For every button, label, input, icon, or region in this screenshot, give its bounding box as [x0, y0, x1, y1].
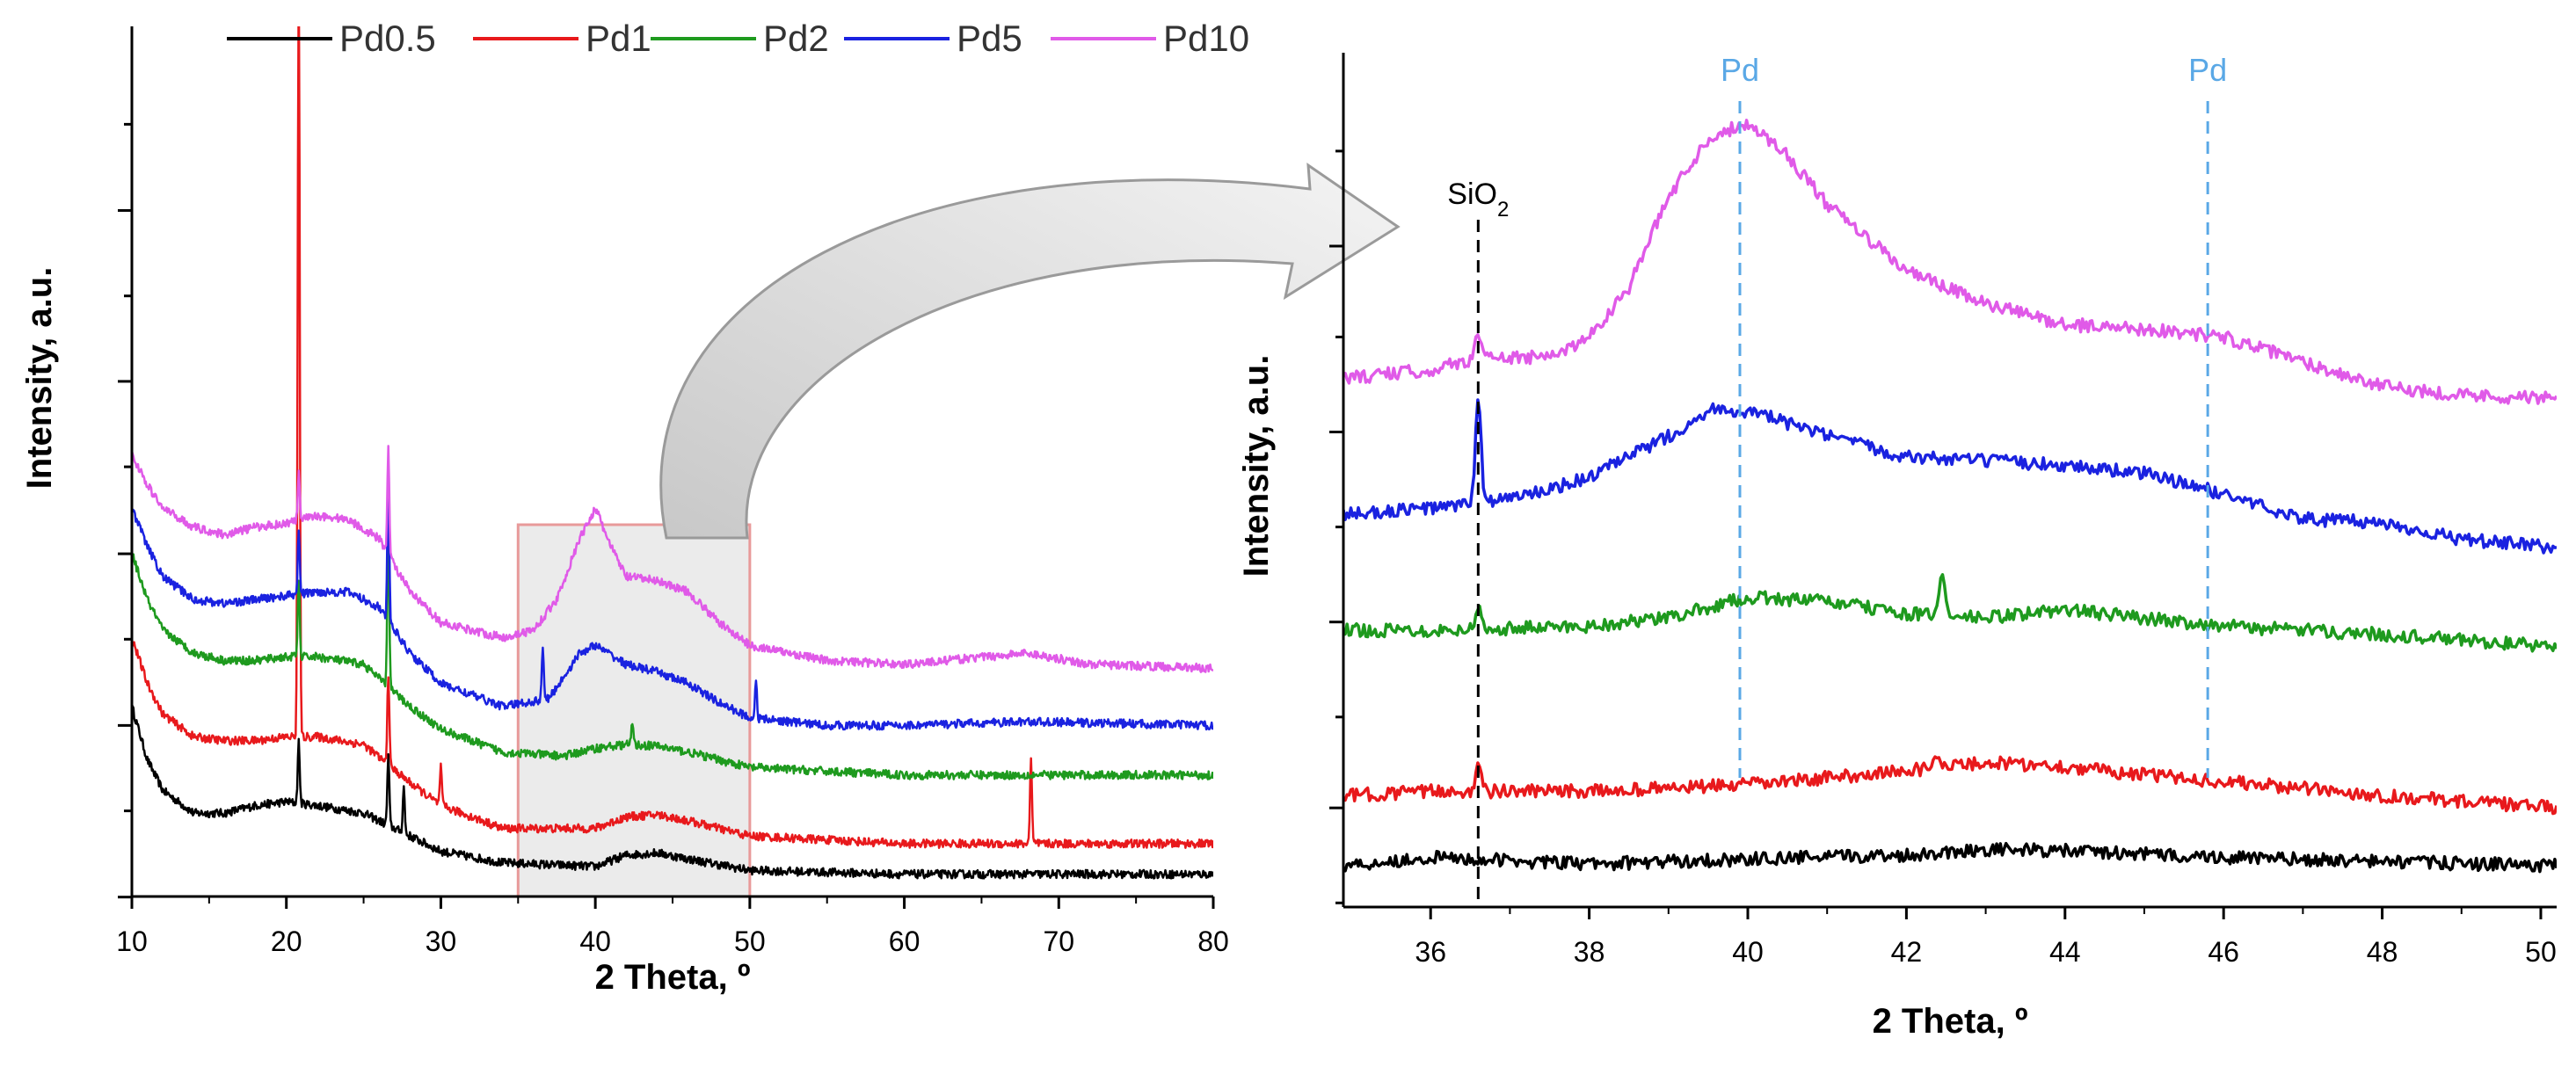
right-x-tick-label: 38 — [1574, 936, 1605, 968]
left-series-pd1 — [132, 26, 1213, 849]
left-x-tick-label: 70 — [1043, 925, 1074, 957]
zoom-arrow — [659, 162, 1401, 540]
left-series-pd10 — [132, 445, 1213, 673]
right-y-ticks — [1329, 149, 1343, 904]
right-x-ticks: 36 38 40 42 44 46 48 50 — [1415, 907, 2557, 968]
left-x-ticks: 10 20 30 40 50 60 70 80 — [116, 896, 1229, 957]
legend-label: Pd1 — [586, 18, 651, 59]
left-y-ticks — [118, 122, 132, 899]
left-y-axis-label: Intensity, a.u. — [20, 267, 59, 490]
left-x-axis-label: 2 Theta, º — [595, 958, 751, 997]
legend-label: Pd2 — [763, 18, 829, 59]
legend-label: Pd5 — [957, 18, 1022, 59]
legend-label: Pd0.5 — [339, 18, 436, 59]
right-x-tick-label: 40 — [1732, 936, 1764, 968]
right-x-tick-label: 42 — [1891, 936, 1923, 968]
right-x-tick-label: 50 — [2525, 936, 2557, 968]
right-series-pd1 — [1343, 755, 2557, 816]
right-x-tick-label: 46 — [2208, 936, 2239, 968]
right-series-pd2 — [1343, 573, 2557, 653]
left-panel — [132, 26, 1213, 880]
pd-label: Pd — [2188, 52, 2227, 88]
right-y-axis-label: Intensity, a.u. — [1237, 355, 1276, 577]
right-x-axis-label: 2 Theta, º — [1873, 1002, 2028, 1041]
pd-label: Pd — [1721, 52, 1759, 88]
legend-label: Pd10 — [1163, 18, 1249, 59]
right-series-pd0-5 — [1343, 841, 2557, 874]
right-x-tick-label: 48 — [2367, 936, 2398, 968]
left-x-tick-label: 60 — [889, 925, 921, 957]
annotations: SiO2 Pd Pd — [1447, 52, 2227, 907]
left-series-pd0-5 — [132, 705, 1213, 880]
right-x-tick-label: 36 — [1415, 936, 1446, 968]
left-series-pd2 — [132, 519, 1213, 780]
left-x-tick-label: 20 — [271, 925, 302, 957]
left-x-tick-label: 30 — [426, 925, 457, 957]
right-panel — [1343, 119, 2557, 874]
legend: Pd0.5 Pd1 Pd2 Pd5 Pd10 — [227, 18, 1249, 59]
sio2-label: SiO2 — [1447, 178, 1509, 221]
zoom-region-highlight — [516, 523, 752, 898]
left-x-tick-label: 80 — [1197, 925, 1229, 957]
left-x-tick-label: 40 — [579, 925, 611, 957]
left-x-tick-label: 10 — [116, 925, 148, 957]
right-series-pd10 — [1343, 119, 2557, 405]
right-series-pd5 — [1343, 398, 2557, 555]
right-x-tick-label: 44 — [2049, 936, 2081, 968]
left-series-pd5 — [132, 479, 1213, 731]
left-x-tick-label: 50 — [734, 925, 766, 957]
